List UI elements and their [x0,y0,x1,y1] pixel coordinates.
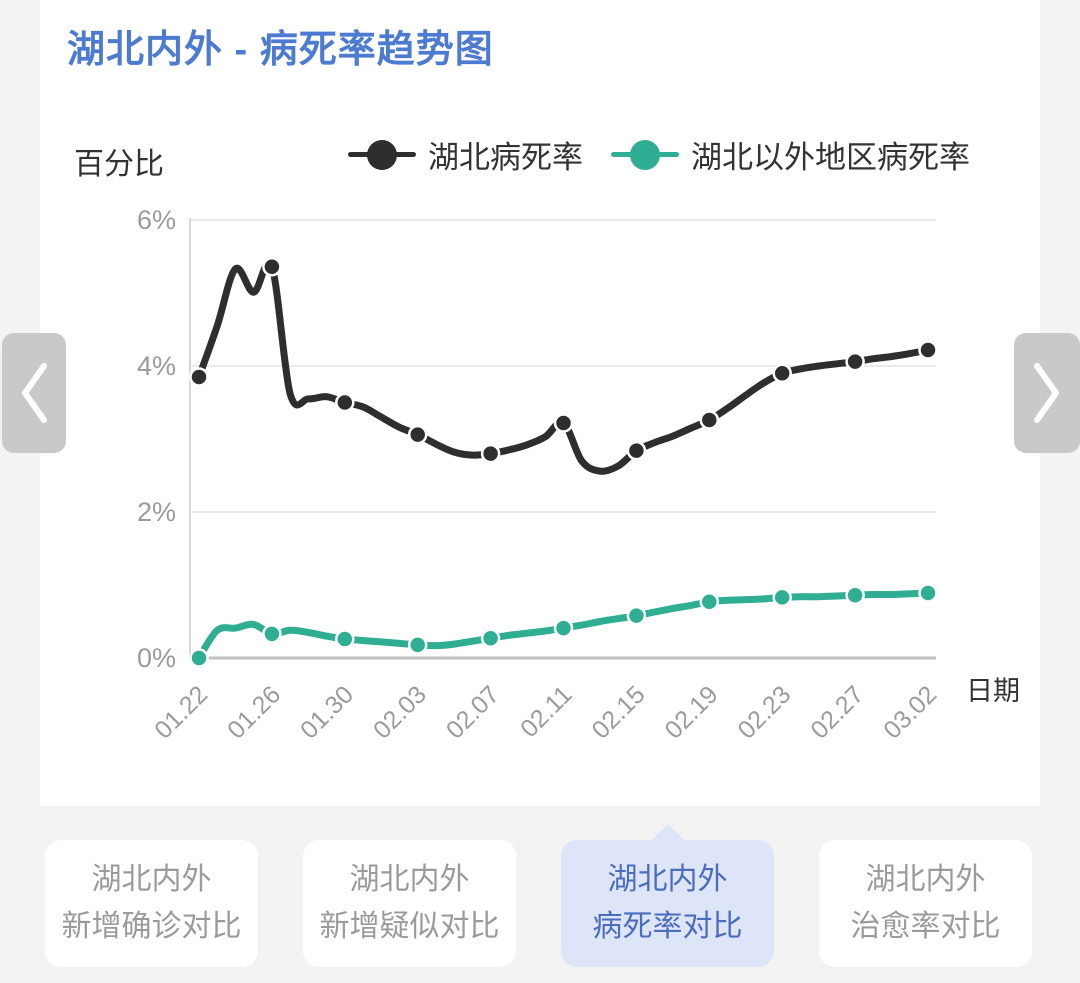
y-axis-tick-label: 2% [137,497,176,527]
data-point-marker [262,256,282,277]
y-axis-tick-label: 4% [137,351,176,381]
x-axis-tick-label: 02.27 [805,680,869,744]
x-axis-tick-label: 01.22 [149,680,213,744]
chart-legend: 湖北病死率 湖北以外地区病死率 [348,132,970,177]
x-axis-title: 日期 [966,676,1020,706]
chevron-left-icon [22,363,47,423]
tab-label-line2: 新增确诊对比 [61,910,242,943]
data-point-marker [553,413,574,433]
data-point-marker [772,587,792,608]
data-point-marker [262,624,282,644]
data-point-marker [918,340,938,360]
x-axis-tick-label: 02.19 [660,680,724,744]
legend-item-hubei: 湖北病死率 [348,132,583,177]
tab-label-line1: 湖北内外 [865,863,986,896]
y-axis-tick-label: 6% [137,205,176,235]
tab-cure-rate-compare[interactable]: 湖北内外 治愈率对比 [819,840,1032,967]
legend-label-hubei: 湖北病死率 [428,140,583,175]
prev-chart-button[interactable] [2,333,66,453]
data-point-marker [918,583,938,603]
data-point-marker [845,351,865,372]
chart-card [40,0,1040,806]
data-point-marker [480,443,501,464]
tab-fatality-rate-compare[interactable]: 湖北内外 病死率对比 [561,840,774,967]
data-point-marker [845,585,865,605]
data-point-marker [699,592,720,612]
tab-new-confirmed-compare[interactable]: 湖北内外新增确诊对比 [45,840,258,967]
data-point-marker [189,648,209,668]
data-point-marker [480,628,501,649]
x-axis-tick-label: 03.02 [878,680,942,744]
data-point-marker [626,605,647,626]
data-point-marker [772,363,792,384]
data-point-marker [407,635,428,655]
data-point-marker [189,367,209,387]
data-point-marker [699,410,720,430]
y-axis-tick-label: 0% [137,643,176,673]
data-point-marker [335,629,355,649]
x-axis-tick-label: 02.07 [441,680,505,744]
next-chart-button[interactable] [1014,333,1080,453]
x-axis-tick-label: 02.03 [368,680,432,744]
tab-label-line1: 湖北内外 [91,863,212,896]
x-axis-tick-label: 02.11 [515,680,578,743]
tab-new-suspected-compare[interactable]: 湖北内外新增疑似对比 [303,840,516,967]
page-title: 湖北内外 - 病死率趋势图 [67,29,494,71]
data-point-marker [335,392,355,413]
x-axis-tick-label: 01.26 [222,680,286,744]
x-axis-tick-label: 02.23 [732,680,796,744]
tab-label-line1: 湖北内外 [349,863,470,896]
tab-label-line2: 治愈率对比 [850,910,1001,943]
tab-label-line2: 病死率对比 [592,910,743,943]
data-point-marker [553,618,574,638]
line-dot-marker-icon [611,139,679,170]
data-point-marker [407,424,428,445]
tab-label-line1: 湖北内外 [607,863,728,896]
chevron-right-icon [1034,363,1059,423]
line-dot-marker-icon [348,139,416,170]
chart-selector-tabs: 湖北内外 新增确诊对比 湖北内外 新增疑似对比 湖北内外 病死率对比 湖北内外 治愈率对比 [45,840,1032,967]
legend-item-outside-hubei: 湖北以外地区病死率 [611,132,970,177]
tab-label-line2: 新增疑似对比 [319,910,500,943]
data-point-marker [626,440,647,461]
x-axis-tick-label: 01.30 [295,680,359,744]
y-axis-title: 百分比 [74,148,164,181]
x-axis-tick-label: 02.15 [587,680,651,744]
legend-label-outside-hubei: 湖北以外地区病死率 [691,140,970,175]
